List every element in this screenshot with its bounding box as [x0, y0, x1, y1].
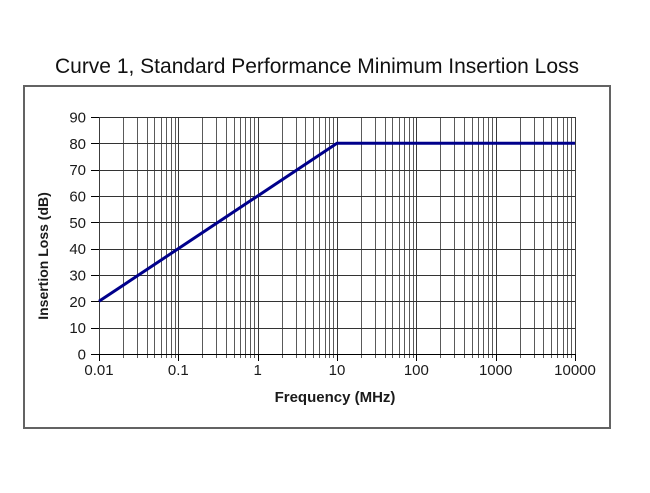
y-tick-label: 90	[69, 110, 86, 127]
y-tick-label: 30	[69, 268, 86, 285]
plot-area: 0.01 0.1 1 10 100 1000 10000 0 10 20 30 40 50 60 70 80 9…	[69, 110, 596, 380]
y-tick-label: 60	[69, 189, 86, 206]
y-tick-label: 80	[69, 136, 86, 153]
y-tick-label: 70	[69, 162, 86, 179]
x-tick-label: 1000	[479, 362, 512, 379]
x-tick-label: 1	[253, 362, 261, 379]
chart-plot-frame: 0.01 0.1 1 10 100 1000 10000 0 10 20 30 40 50 60 70 80 9…	[23, 85, 611, 429]
y-tick-label: 20	[69, 294, 86, 311]
x-tick-label: 0.01	[84, 362, 113, 379]
insertion-loss-curve	[98, 141, 575, 303]
x-tick-label: 10000	[554, 362, 596, 379]
chart-title: Curve 1, Standard Performance Minimum In…	[54, 55, 580, 78]
x-tick-label: 100	[404, 362, 429, 379]
y-tick-label: 50	[69, 215, 86, 232]
x-axis-title: Frequency (MHz)	[274, 389, 396, 406]
y-axis-title: Insertion Loss (dB)	[35, 192, 51, 320]
y-tick-label: 40	[69, 241, 86, 258]
x-tick-label: 10	[329, 362, 346, 379]
y-tick-label: 0	[78, 347, 86, 364]
y-tick-label: 10	[69, 320, 86, 337]
x-tick-label: 0.1	[168, 362, 189, 379]
